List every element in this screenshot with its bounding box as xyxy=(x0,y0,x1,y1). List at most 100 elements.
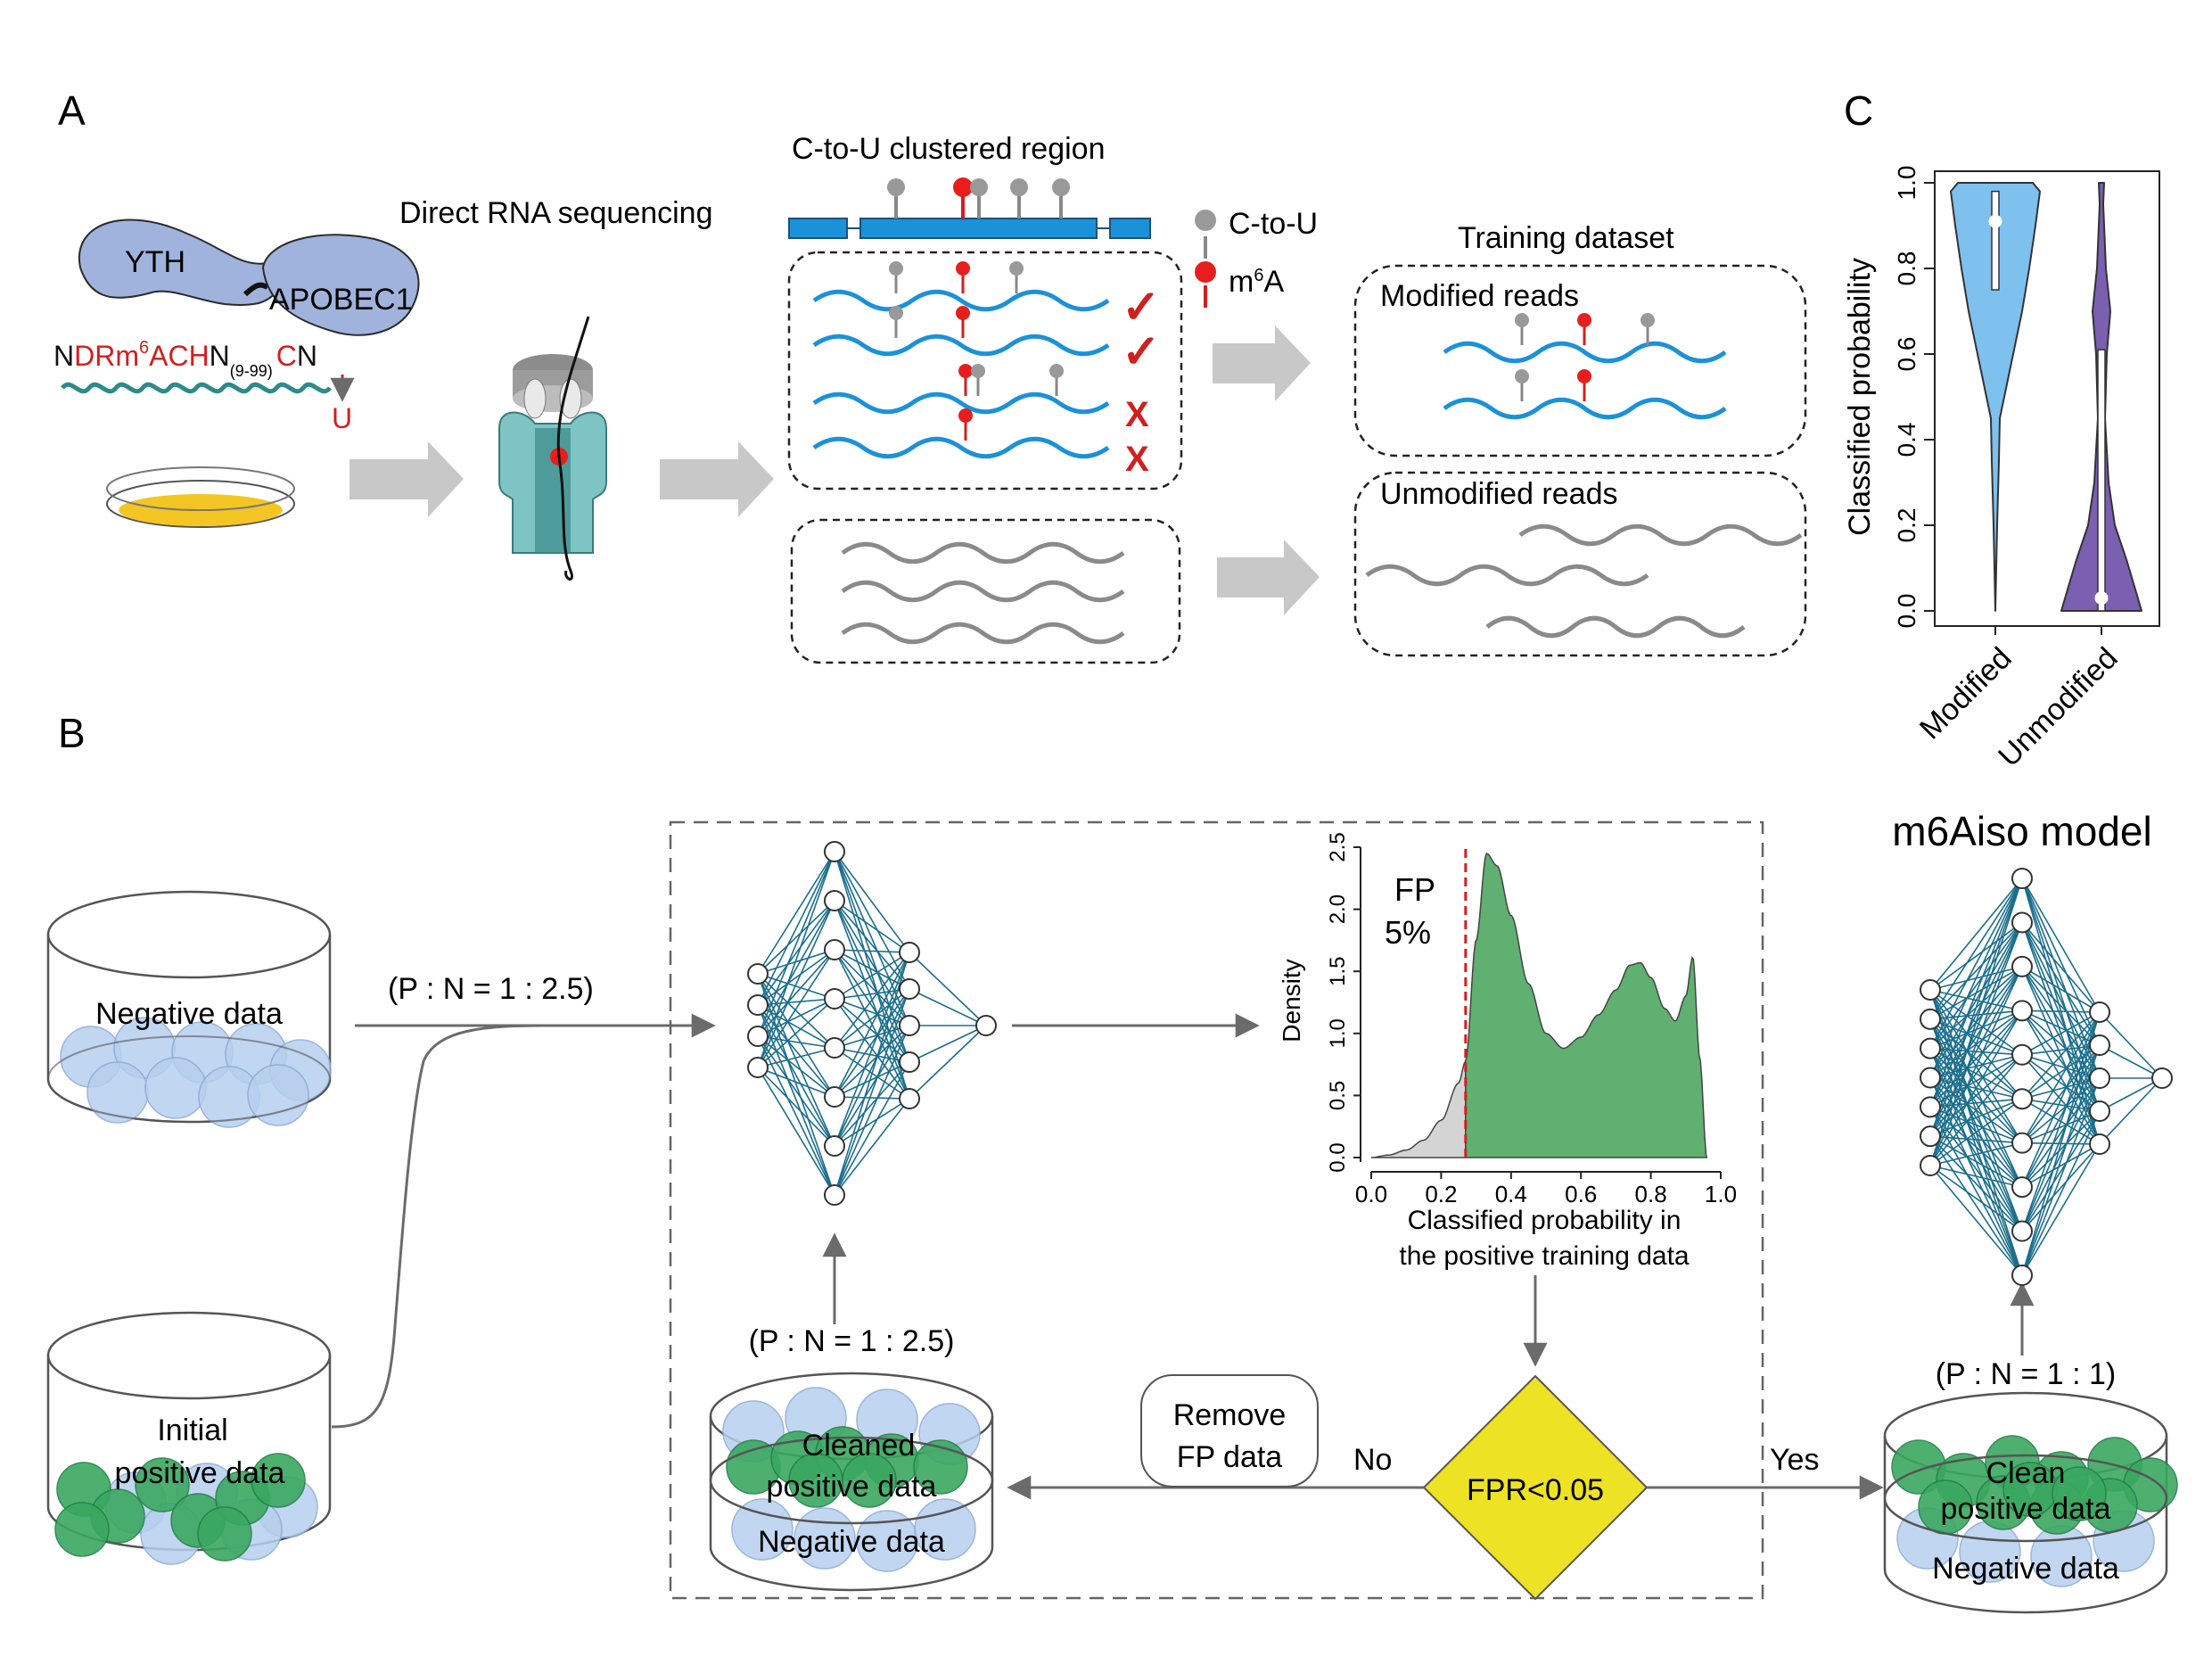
nn-edge xyxy=(1929,1098,2023,1137)
fp-label-2: 5% xyxy=(1385,914,1431,951)
nn-edge xyxy=(1929,922,2023,1137)
nn-edge xyxy=(757,1004,835,1196)
nn-edge xyxy=(757,1035,835,1196)
ratio-label-2: (P : N = 1 : 2.5) xyxy=(749,1324,955,1358)
initial-label-2: positive data xyxy=(115,1456,285,1490)
nn-edge xyxy=(2021,1110,2101,1276)
m6a-site xyxy=(958,364,973,378)
nn-edge xyxy=(2099,1011,2163,1079)
nn-edge xyxy=(2021,1011,2101,1232)
nn-edge xyxy=(2021,1110,2101,1144)
nn-edge xyxy=(2099,1077,2163,1145)
nn-edge xyxy=(1929,922,2023,1166)
nn-edge xyxy=(2021,1110,2101,1188)
nn-node xyxy=(824,939,845,960)
density-plot: 0.0 0.5 1.0 1.5 2.0 2.5 0.0 0.2 0.4 0.6 0.8 1.0 Dens… xyxy=(1278,832,1737,1271)
nn-edge xyxy=(2021,1011,2101,1144)
merge-curve xyxy=(331,1024,545,1429)
nn-edge xyxy=(834,1025,910,1098)
x-tick-label: 0.4 xyxy=(1495,1181,1527,1207)
nn-edge xyxy=(757,973,835,1196)
nn-edge xyxy=(834,1025,910,1049)
negative-ball xyxy=(731,1498,794,1561)
nn-edge xyxy=(757,1067,835,1098)
nn-edge xyxy=(834,952,910,1000)
legend-ctou-icon xyxy=(1195,210,1216,231)
iqr-box xyxy=(2097,349,2106,612)
nn-edge xyxy=(834,988,910,1098)
nn-edge xyxy=(834,1061,910,1098)
nn-node xyxy=(824,1037,845,1059)
nn-edge xyxy=(2021,1054,2101,1112)
read xyxy=(1518,523,1803,547)
nn-edge xyxy=(834,1061,910,1147)
nn-node xyxy=(824,988,845,1010)
ctou-site xyxy=(971,364,985,378)
nn-edge xyxy=(757,1004,835,1098)
nn-edge xyxy=(834,900,910,990)
nn-edge xyxy=(834,1047,910,1063)
nn-edge xyxy=(834,1096,910,1100)
fp-area xyxy=(1370,1060,1467,1158)
nn-edge xyxy=(757,851,835,1006)
nn-edge xyxy=(2021,966,2101,1013)
nn-edge xyxy=(2021,1077,2101,1276)
panel-label-c: C xyxy=(1844,87,1873,134)
nn-edge xyxy=(834,988,910,1147)
y-tick-label: 0.0 xyxy=(1893,594,1920,629)
nn-edge xyxy=(757,1004,835,1147)
ctou-site xyxy=(889,306,903,320)
y-tick-label: 0.2 xyxy=(1893,508,1920,543)
nn-edge xyxy=(1929,1141,2023,1166)
nn-edge xyxy=(1929,1054,2023,1108)
nn-edge xyxy=(834,900,910,953)
plot-frame xyxy=(1934,170,2160,627)
ratio-label-3: (P : N = 1 : 1) xyxy=(1936,1357,2117,1391)
nn-node xyxy=(899,1051,920,1073)
nn-edge xyxy=(757,1035,835,1147)
nn-edge xyxy=(834,988,910,1196)
arrow-a2 xyxy=(660,441,774,517)
nn-edge xyxy=(2021,1143,2101,1188)
negative-ball xyxy=(86,1061,149,1124)
x-axis-label: Classified probability in xyxy=(1408,1206,1682,1235)
nn-edge xyxy=(2021,878,2101,1046)
nn-edge xyxy=(834,952,910,1098)
m6a-site xyxy=(958,408,973,423)
median-dot xyxy=(2094,591,2109,606)
negative-data-label: Negative data xyxy=(95,997,283,1031)
petri-rim xyxy=(106,466,295,511)
unmodified-label: Unmodified reads xyxy=(1380,477,1617,511)
nn-node xyxy=(1920,1067,1941,1089)
nn-node xyxy=(2011,1000,2033,1022)
nn-edge xyxy=(834,949,910,990)
negative-label-2: Negative data xyxy=(758,1525,945,1559)
nn-node xyxy=(1920,979,1941,1001)
nn-edge xyxy=(2021,1044,2101,1188)
nn-edge xyxy=(1929,1165,2023,1276)
nn-edge xyxy=(834,851,910,990)
nn-node xyxy=(2089,1001,2110,1023)
apobec1-protein xyxy=(261,234,420,336)
cross-1: X xyxy=(1125,395,1149,434)
nn-edge xyxy=(1929,878,2023,1050)
check-1: ✓ xyxy=(1122,282,1161,334)
nn-node xyxy=(899,942,920,963)
nn-edge xyxy=(1929,1106,2023,1188)
nn-edge xyxy=(2021,1011,2101,1276)
x-tick-label: 0.0 xyxy=(1355,1181,1387,1207)
nn-node xyxy=(1920,1008,1941,1030)
nn-edge xyxy=(1929,1106,2023,1276)
nn-edge xyxy=(834,949,910,953)
nn-edge xyxy=(1929,922,2023,1108)
nn-edge xyxy=(1929,878,2023,1137)
m6a-site xyxy=(956,306,970,320)
cross-2: X xyxy=(1125,440,1149,479)
x-tick-label: 0.2 xyxy=(1425,1181,1457,1207)
neural-network-final xyxy=(1920,868,2173,1286)
nn-edge xyxy=(757,949,835,1037)
nn-edge xyxy=(834,851,910,1026)
nn-edge xyxy=(2099,1044,2163,1079)
nn-node xyxy=(1920,1037,1941,1059)
nn-edge xyxy=(1929,921,2023,991)
